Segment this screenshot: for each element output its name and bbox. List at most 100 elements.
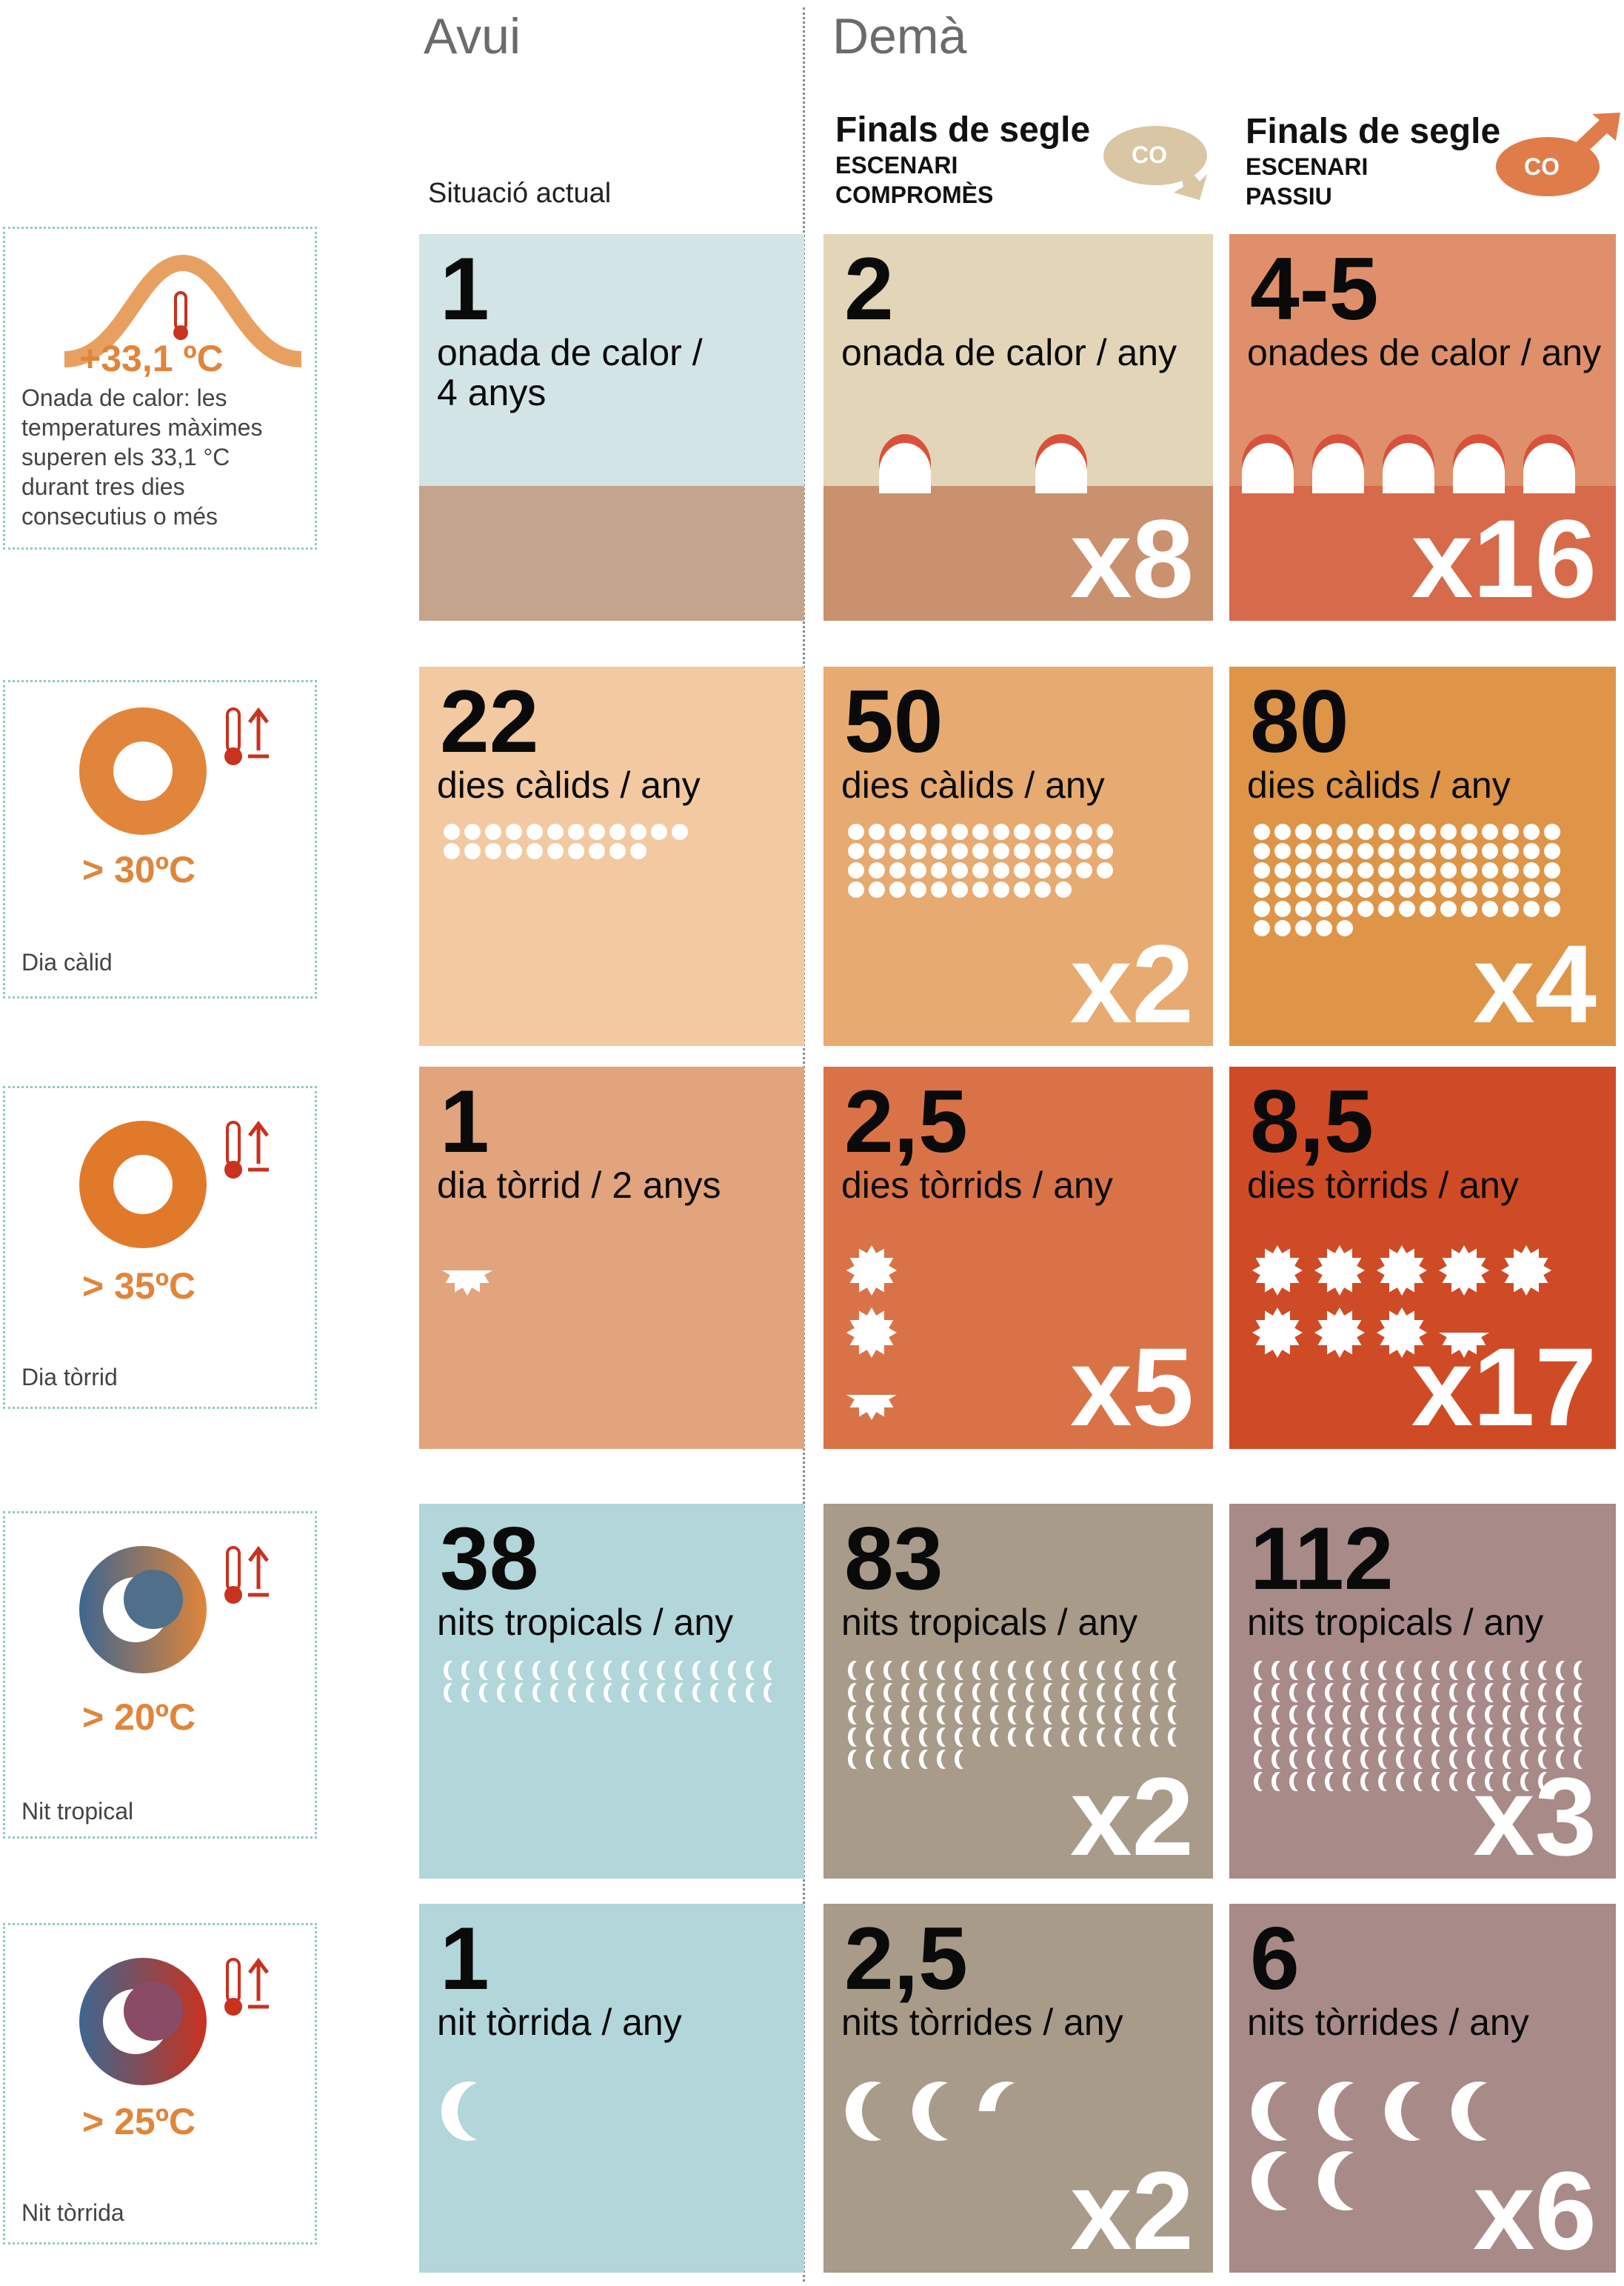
- sun-dot-icon: [1337, 901, 1353, 917]
- scenario-passive-title: Finals de segle: [1246, 112, 1501, 151]
- crescent-icon: [1061, 1683, 1075, 1702]
- cell-r0-c0: 1 onada de calor /4 anys: [419, 234, 804, 621]
- cell-label-2: 4 anys: [437, 372, 547, 413]
- cell-r0-c1: 2 onada de calor / any x8: [823, 234, 1213, 621]
- heatwave-bump: [1312, 434, 1365, 493]
- multiplier: x2: [1070, 922, 1194, 1046]
- crescent-icon: [1115, 1727, 1128, 1747]
- cell-label: dies tòrrids / any: [841, 1164, 1113, 1206]
- crescent-icon: [1556, 1727, 1569, 1747]
- crescent-icon: [1467, 1727, 1480, 1747]
- cell-label: nits tropicals / any: [841, 1602, 1138, 1643]
- crescent-icon: [1325, 1661, 1338, 1680]
- multiplier: x2: [1070, 1754, 1194, 1879]
- sunburst-icon: [1314, 1245, 1365, 1296]
- crescent-icon: [866, 1661, 879, 1680]
- crescent-icon: [1485, 1661, 1498, 1680]
- scenario-passive-sub1: ESCENARI: [1246, 153, 1369, 180]
- crescent-icon: [1538, 1750, 1551, 1769]
- sun-dot-icon: [1357, 882, 1374, 898]
- crescent-icon: [848, 1661, 861, 1680]
- cell-label: nits tropicals / any: [437, 1602, 734, 1643]
- crescent-icon: [1150, 1727, 1163, 1747]
- cell-label: onada de calor /: [437, 332, 703, 373]
- sun-dot-icon: [848, 882, 864, 898]
- crescent-icon: [1168, 1727, 1181, 1747]
- sun-dot-icon: [1503, 843, 1519, 859]
- sun-dot-icon: [1295, 843, 1311, 859]
- sun-dot-icon: [527, 843, 543, 859]
- crescent-icon: [692, 1683, 706, 1702]
- crescent-icon: [848, 1750, 861, 1769]
- sunburst-icon: [1252, 1245, 1303, 1296]
- tropical-night-temp: > 20ºC: [82, 1696, 196, 1738]
- sun-dot-icon: [993, 843, 1009, 859]
- crescent-icon: [1289, 1705, 1303, 1725]
- heatwave-temp: +33,1 ºC: [79, 338, 224, 379]
- cell-label: nits tropicals / any: [1247, 1602, 1544, 1643]
- crescent-icon: [657, 1661, 670, 1680]
- crescent-icon: [1343, 1772, 1356, 1791]
- cell-r4-c0: 1 nit tòrrida / any: [419, 1904, 804, 2273]
- sun-dot-icon: [1440, 862, 1457, 879]
- crescent-icon: [1503, 1683, 1516, 1702]
- crescent-icon: [1272, 1772, 1285, 1791]
- crescent-icon: [1061, 1661, 1075, 1680]
- crescent-icon: [919, 1750, 932, 1769]
- crescent-icon: [883, 1661, 897, 1680]
- sun-icon: [79, 1121, 207, 1248]
- crescent-icon: [1574, 1705, 1587, 1725]
- tropical-night-label: Nit tropical: [21, 1798, 134, 1825]
- cell-r2-c1: 2,5 dies tòrrids / any x5: [823, 1067, 1213, 1449]
- crescent-icon: [937, 1661, 950, 1680]
- sun-dot-icon: [1076, 824, 1092, 840]
- header-tomorrow: Demà: [832, 8, 967, 64]
- sun-dot-icon: [568, 824, 584, 840]
- crescent-icon: [657, 1683, 670, 1702]
- cell-label: dies càlids / any: [437, 764, 701, 806]
- crescent-icon: [866, 1683, 879, 1702]
- crescent-icon: [1485, 1750, 1498, 1769]
- sun-dot-icon: [630, 843, 646, 859]
- sun-dot-icon: [1035, 843, 1051, 859]
- crescent-icon: [919, 1727, 932, 1747]
- multiplier: x17: [1411, 1324, 1597, 1449]
- crescent-icon: [621, 1661, 635, 1680]
- crescent-icon: [1485, 1772, 1498, 1791]
- cell-label: nit tòrrida / any: [437, 2002, 682, 2043]
- crescent-icon: [1079, 1727, 1092, 1747]
- crescent-icon: [972, 1705, 986, 1725]
- sun-dot-icon: [1523, 862, 1540, 879]
- crescent-icon: [1008, 1661, 1021, 1680]
- crescent-icon: [1168, 1683, 1181, 1702]
- sun-dot-icon: [1316, 824, 1332, 840]
- crescent-icon: [955, 1727, 968, 1747]
- crescent-icon: [1451, 2082, 1506, 2141]
- crescent-icon: [883, 1727, 897, 1747]
- ground-band: [419, 486, 804, 621]
- crescent-icon: [1503, 1727, 1516, 1747]
- crescent-icon: [1079, 1683, 1092, 1702]
- crescent-icon: [1026, 1683, 1039, 1702]
- sun-dot-icon: [1316, 920, 1332, 936]
- cell-r4-c1: 2,5 nits tòrrides / any x2: [823, 1904, 1213, 2273]
- crescent-icon: [497, 1661, 510, 1680]
- sun-dot-icon: [889, 824, 906, 840]
- crescent-icon: [1307, 1772, 1320, 1791]
- crescent-icon: [1289, 1772, 1303, 1791]
- crescent-icon: [1431, 1772, 1445, 1791]
- sun-dot-icon: [1357, 824, 1374, 840]
- crescent-icon: [1325, 1772, 1338, 1791]
- crescent-icon: [1574, 1750, 1587, 1769]
- cell-number: 50: [844, 672, 943, 771]
- crescent-icon: [444, 1661, 457, 1680]
- crescent-icon: [1574, 1683, 1587, 1702]
- crescent-icon: [1360, 1661, 1374, 1680]
- sun-dot-icon: [1523, 901, 1540, 917]
- crescent-icon: [763, 1661, 777, 1680]
- icon-grid: [441, 2082, 664, 2151]
- sun-dot-icon: [1295, 920, 1311, 936]
- cell-r3-c0: 38 nits tropicals / any: [419, 1504, 804, 1879]
- sun-dot-icon: [1035, 882, 1051, 898]
- sun-dot-icon: [931, 862, 947, 879]
